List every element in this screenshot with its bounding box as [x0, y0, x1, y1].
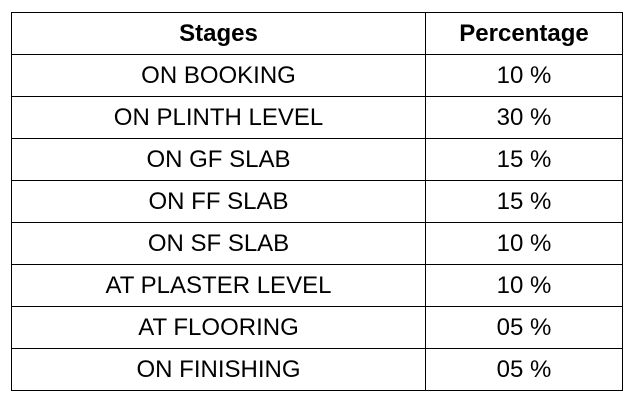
- percentage-cell: 10 %: [425, 54, 623, 97]
- stage-cell: AT PLASTER LEVEL: [11, 264, 426, 307]
- percentage-cell: 15 %: [425, 180, 623, 223]
- stage-cell: ON PLINTH LEVEL: [11, 96, 426, 139]
- table-row: ON PLINTH LEVEL 30 %: [11, 96, 623, 139]
- stage-cell: AT FLOORING: [11, 306, 426, 349]
- percentage-cell: 10 %: [425, 222, 623, 265]
- percentage-cell: 05 %: [425, 306, 623, 349]
- percentage-cell: 05 %: [425, 348, 623, 391]
- stage-cell: ON FF SLAB: [11, 180, 426, 223]
- percentage-column-header: Percentage: [425, 12, 623, 55]
- percentage-cell: 10 %: [425, 264, 623, 307]
- stage-cell: ON BOOKING: [11, 54, 426, 97]
- header-row: Stages Percentage: [11, 12, 623, 55]
- stage-cell: ON FINISHING: [11, 348, 426, 391]
- percentage-cell: 30 %: [425, 96, 623, 139]
- table-row: ON BOOKING 10 %: [11, 54, 623, 97]
- table-row: ON SF SLAB 10 %: [11, 222, 623, 265]
- stages-column-header: Stages: [11, 12, 426, 55]
- table-header: Stages Percentage: [11, 12, 623, 55]
- percentage-cell: 15 %: [425, 138, 623, 181]
- stage-cell: ON GF SLAB: [11, 138, 426, 181]
- payment-schedule-table: Stages Percentage ON BOOKING 10 % ON PLI…: [11, 12, 623, 391]
- table-row: ON GF SLAB 15 %: [11, 138, 623, 181]
- table-row: ON FF SLAB 15 %: [11, 180, 623, 223]
- stage-cell: ON SF SLAB: [11, 222, 426, 265]
- table-row: ON FINISHING 05 %: [11, 348, 623, 391]
- table-row: AT PLASTER LEVEL 10 %: [11, 264, 623, 307]
- table-row: AT FLOORING 05 %: [11, 306, 623, 349]
- table-body: ON BOOKING 10 % ON PLINTH LEVEL 30 % ON …: [11, 54, 623, 391]
